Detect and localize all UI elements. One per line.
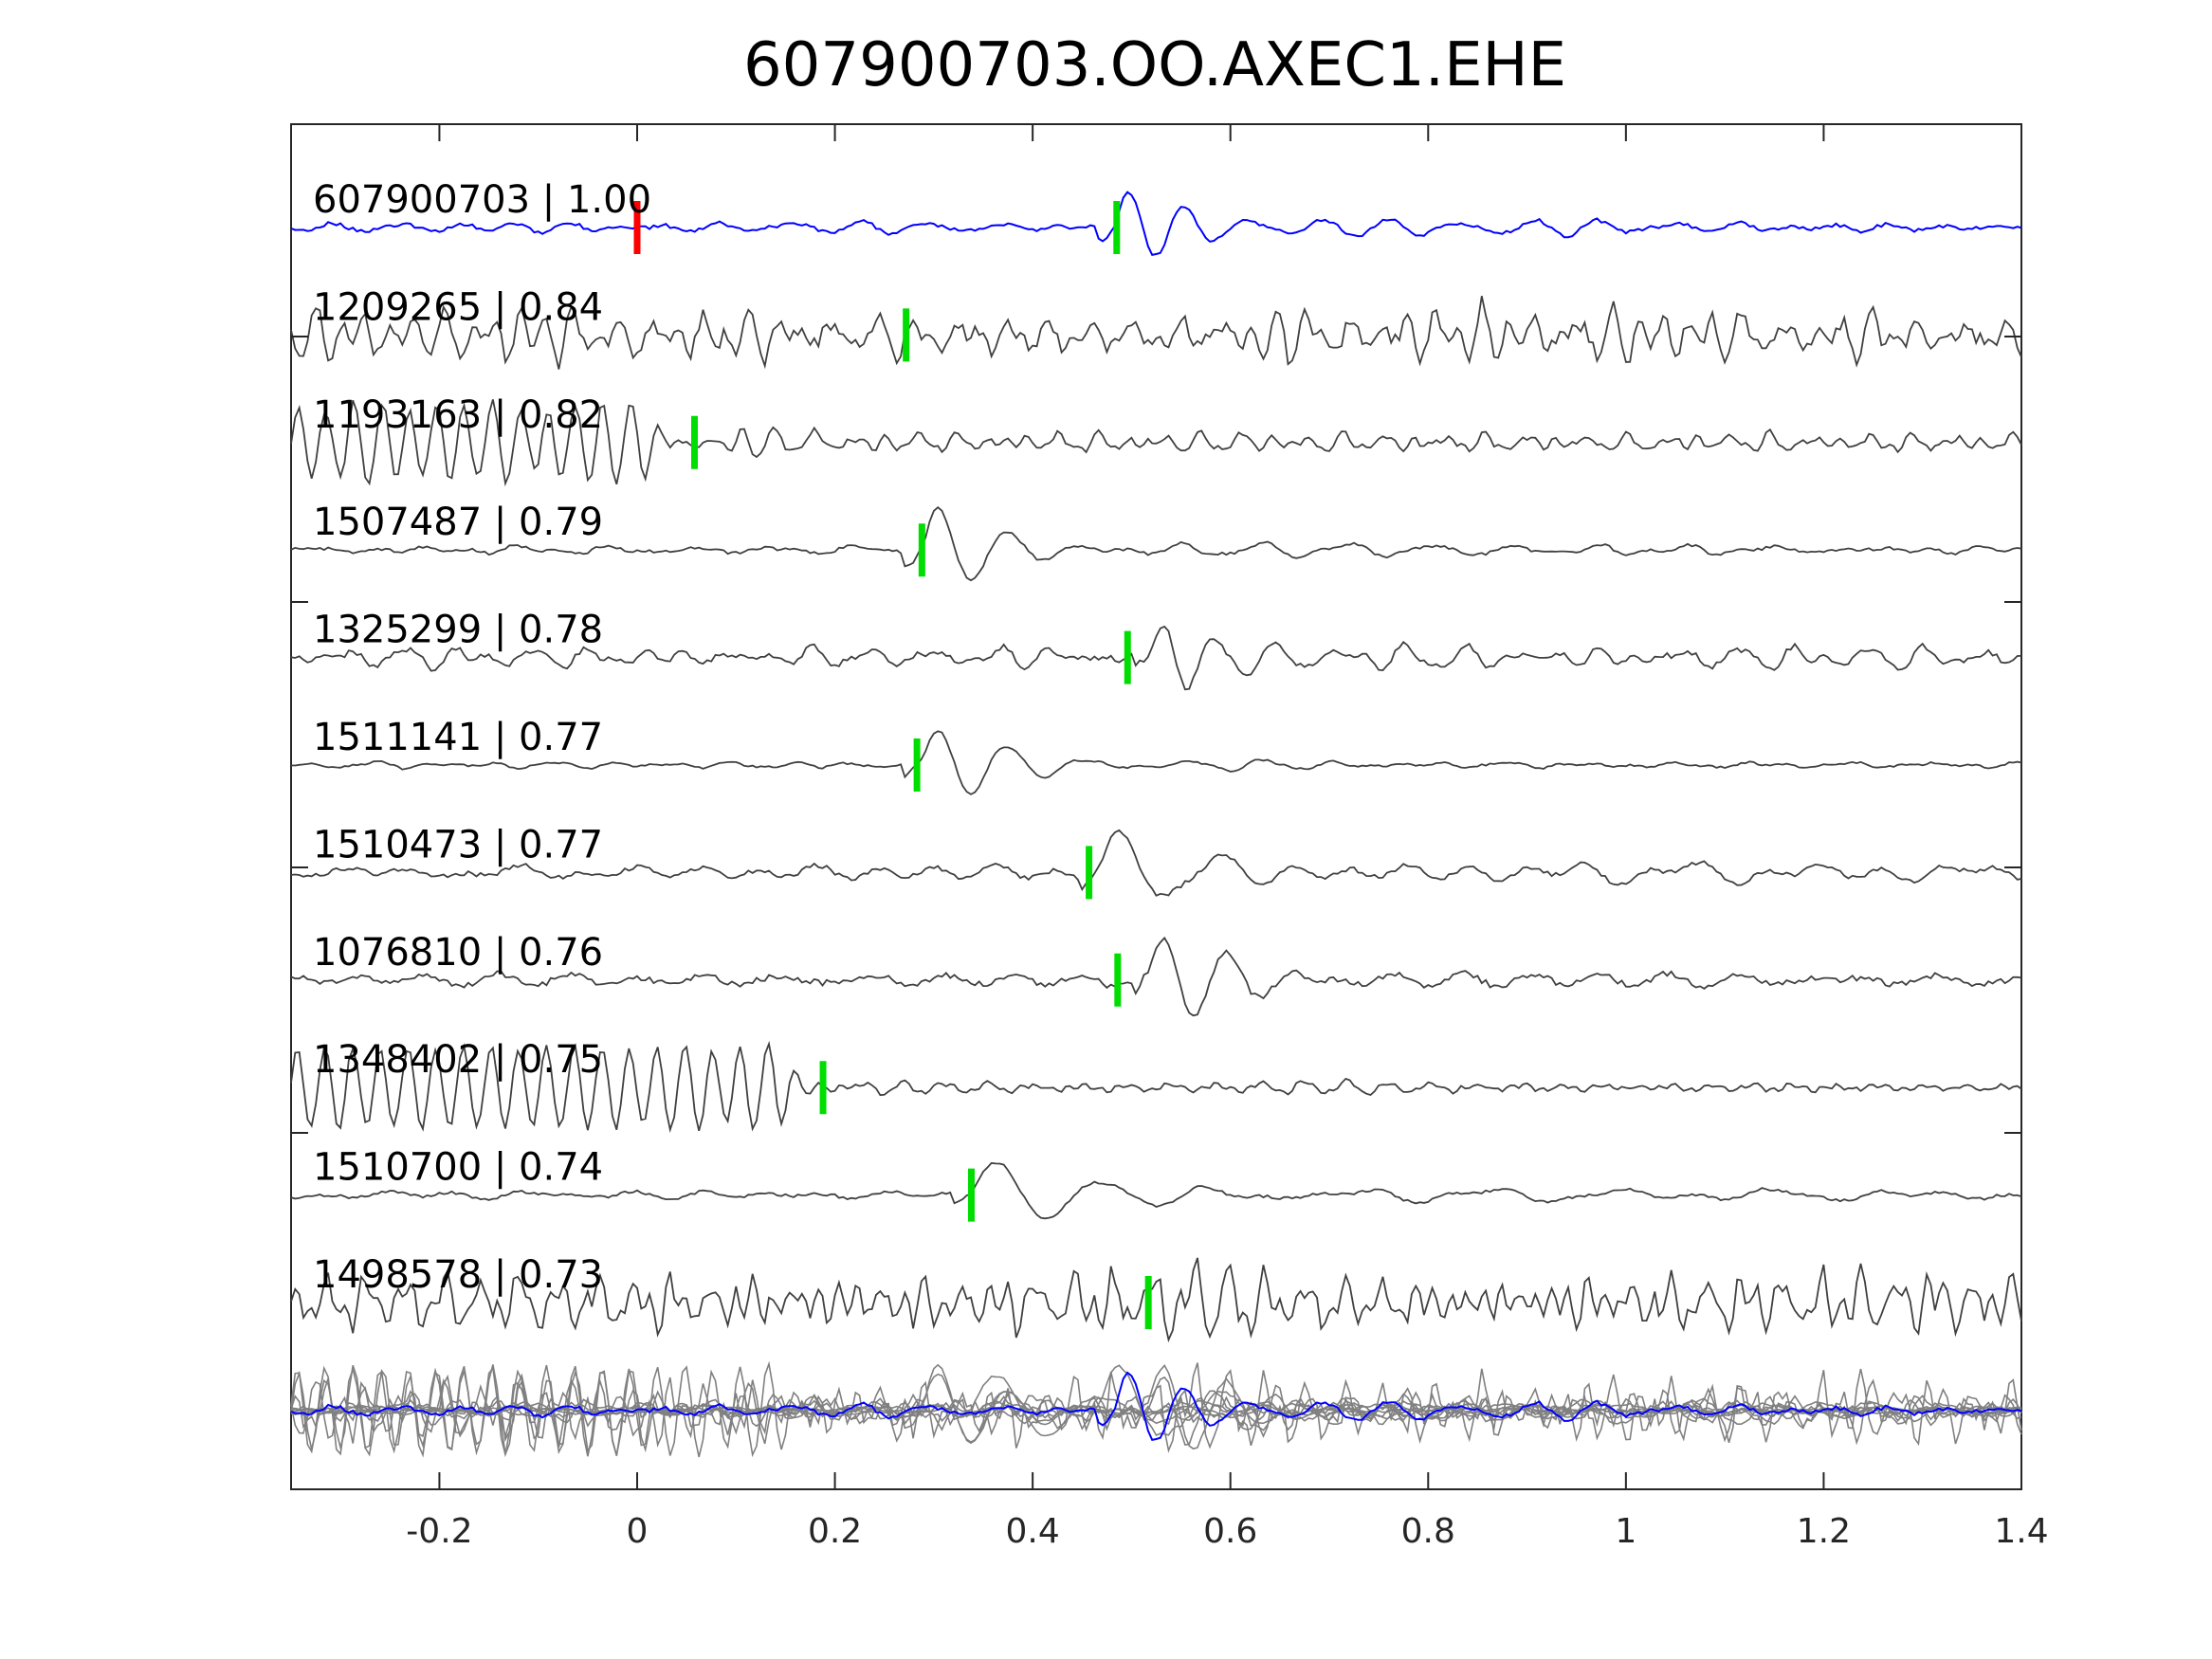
trace-label-1076810: 1076810 | 0.76 — [313, 931, 603, 975]
trace-line-1193163 — [290, 399, 2022, 487]
trace-line-1325299 — [290, 625, 2022, 691]
axes-box — [290, 123, 2022, 1490]
trace-line-1511141 — [290, 730, 2022, 795]
overlay-trace-1076810 — [290, 1364, 2022, 1450]
trace-label-1498578: 1498578 | 0.73 — [313, 1253, 603, 1297]
x-axis: -0.2 0 0.2 0.4 0.6 0.8 1 1.2 1.4 — [406, 124, 2049, 1551]
trace-label-1348402: 1348402 | 0.75 — [313, 1038, 603, 1082]
trace-line-1507487 — [290, 506, 2022, 582]
trace-line-1510700 — [290, 1161, 2022, 1220]
chart-title: 607900703.OO.AXEC1.EHE — [743, 30, 1566, 100]
overlay-trace-1193163 — [290, 1364, 2022, 1458]
trace-label-1193163: 1193163 | 0.82 — [313, 393, 603, 437]
trace-line-1498578 — [290, 1257, 2022, 1343]
plot-area: 607900703 | 1.00 1209265 | 0.84 1193163 | … — [290, 123, 2022, 1490]
trace-label-1209265: 1209265 | 0.84 — [313, 285, 603, 329]
x-tick-label-3: 0.4 — [1006, 1512, 1060, 1551]
trace-line-1348402 — [290, 1040, 2022, 1134]
y-ticks-layer — [291, 336, 2021, 1134]
trace-labels-layer: 607900703 | 1.00 1209265 | 0.84 1193163 | … — [313, 178, 651, 1297]
trace-label-1510700: 1510700 | 0.74 — [313, 1146, 603, 1190]
overlay-layer — [290, 1360, 2022, 1458]
x-tick-label-7: 1.2 — [1797, 1512, 1851, 1551]
trace-line-1209265 — [290, 296, 2022, 370]
x-tick-label-8: 1.4 — [1994, 1512, 2048, 1551]
trace-label-1325299: 1325299 | 0.78 — [313, 609, 603, 652]
trace-label-607900703: 607900703 | 1.00 — [313, 178, 651, 222]
x-tick-label-1: 0 — [627, 1512, 649, 1551]
trace-label-1510473: 1510473 | 0.77 — [313, 823, 603, 866]
markers-layer — [633, 201, 1152, 1329]
trace-label-1511141: 1511141 | 0.77 — [313, 716, 603, 759]
traces-layer — [290, 191, 2022, 1343]
x-tick-label-0: -0.2 — [406, 1512, 472, 1551]
trace-label-1507487: 1507487 | 0.79 — [313, 501, 603, 544]
overlay-trace-template — [290, 1371, 2022, 1442]
x-tick-label-6: 1 — [1615, 1512, 1636, 1551]
x-tick-label-4: 0.6 — [1203, 1512, 1257, 1551]
trace-line-1510473 — [290, 829, 2022, 897]
trace-line-607900703 — [290, 191, 2022, 257]
overlay-trace-1510700 — [290, 1375, 2022, 1437]
overlay-trace-1498578 — [290, 1362, 2022, 1453]
x-tick-label-5: 0.8 — [1401, 1512, 1455, 1551]
x-tick-label-2: 0.2 — [808, 1512, 862, 1551]
trace-line-1076810 — [290, 936, 2022, 1017]
